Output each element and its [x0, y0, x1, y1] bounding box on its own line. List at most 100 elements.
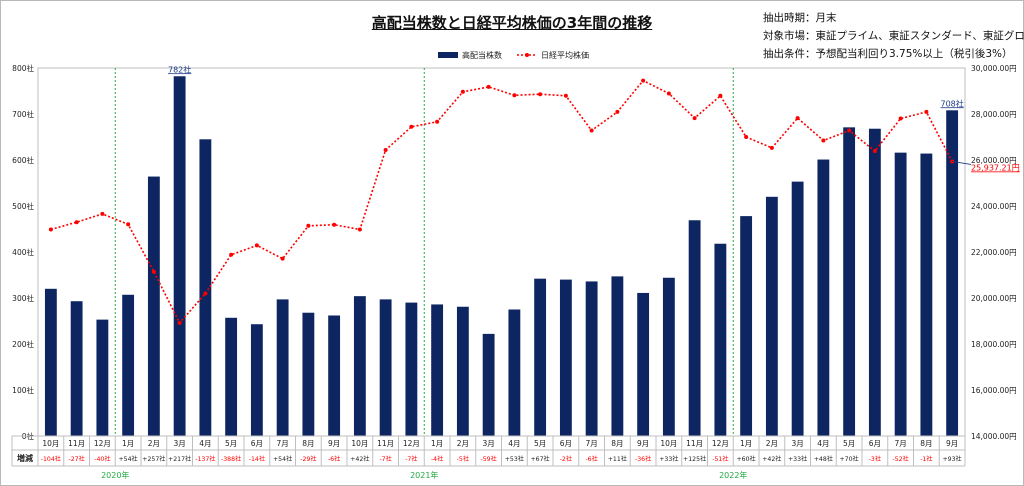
line-point: [641, 78, 646, 83]
category-tick-label: 4月: [199, 439, 211, 448]
increment-label: -104社: [41, 455, 61, 463]
legend-bar-swatch: [438, 52, 458, 58]
info-row-market: 対象市場：東証プライム、東証スタンダード、東証グロース: [763, 27, 1024, 45]
legend-bar-label: 高配当株数: [462, 50, 502, 60]
line-point: [898, 116, 903, 121]
chart-title: 高配当株数と日経平均株価の3年間の推移: [0, 12, 1024, 33]
series-line: [50, 79, 953, 325]
bar: [405, 302, 418, 436]
increment-label: -27社: [68, 455, 84, 463]
line-point: [538, 92, 543, 97]
bar: [662, 277, 675, 436]
increment-label: -40社: [94, 455, 110, 463]
left-axis-tick-label: 300社: [12, 293, 34, 303]
increment-label: +67社: [531, 455, 550, 463]
category-tick-label: 3月: [791, 439, 803, 448]
info-label: 対象市場：: [763, 30, 816, 42]
increment-label: +70社: [840, 455, 859, 463]
bar: [122, 294, 135, 436]
line-point: [847, 128, 852, 133]
line-point: [744, 134, 749, 139]
line-point: [203, 291, 208, 296]
increment-label: +54社: [273, 455, 292, 463]
category-tick-label: 4月: [817, 439, 829, 448]
category-tick-label: 4月: [508, 439, 520, 448]
bar: [843, 127, 856, 436]
increment-label: -7社: [379, 455, 391, 463]
increment-label: +33社: [788, 455, 807, 463]
increment-label: -51社: [712, 455, 728, 463]
category-tick-label: 5月: [225, 439, 237, 448]
left-axis-tick-label: 200社: [12, 339, 34, 349]
bar: [508, 309, 521, 436]
category-tick-label: 11月: [686, 439, 703, 448]
bar: [276, 299, 289, 436]
line-point: [512, 93, 517, 98]
bar: [44, 288, 57, 436]
increment-label: +53社: [505, 455, 524, 463]
right-axis-tick-label: 16,000.00円: [971, 386, 1017, 395]
bar: [894, 152, 907, 436]
increment-label: +48社: [814, 455, 833, 463]
year-label: 2022年: [719, 470, 747, 480]
category-tick-label: 2月: [766, 439, 778, 448]
info-label: 抽出条件：: [763, 48, 816, 60]
line-point: [769, 145, 774, 150]
line-point: [74, 220, 79, 225]
info-row-condition: 抽出条件：予想配当利回り3.75%以上（税引後3%）: [763, 45, 1024, 63]
line-point: [872, 148, 877, 153]
category-tick-label: 3月: [173, 439, 185, 448]
left-axis-tick-label: 500社: [12, 201, 34, 211]
right-axis-tick-label: 14,000.00円: [971, 432, 1017, 441]
last-line-value-label: 25,937.21円: [971, 163, 1020, 172]
legend-line-label: 日経平均株価: [541, 50, 589, 60]
category-tick-label: 10月: [42, 439, 59, 448]
line-point: [100, 211, 105, 216]
info-row-period: 抽出時期：月末: [763, 9, 1024, 27]
line-point: [589, 128, 594, 133]
bar: [585, 281, 598, 436]
bar: [431, 304, 444, 436]
category-tick-label: 1月: [740, 439, 752, 448]
increment-label: -29社: [300, 455, 316, 463]
right-axis-tick-label: 18,000.00円: [971, 340, 1017, 349]
bar: [920, 153, 933, 436]
increment-label: -6社: [328, 455, 340, 463]
info-panel: 抽出時期：月末 対象市場：東証プライム、東証スタンダード、東証グロース 抽出条件…: [763, 9, 1024, 63]
category-tick-label: 10月: [660, 439, 677, 448]
line-point: [48, 227, 53, 232]
bar-annotation: 782社: [168, 64, 191, 74]
bar: [199, 139, 212, 437]
category-tick-label: 8月: [302, 439, 314, 448]
left-axis-tick-label: 800社: [12, 63, 34, 73]
increment-label: -6社: [585, 455, 597, 463]
category-tick-label: 7月: [276, 439, 288, 448]
increment-label: -3社: [869, 455, 881, 463]
category-tick-label: 1月: [122, 439, 134, 448]
category-tick-label: 12月: [94, 439, 111, 448]
increment-label: -52社: [892, 455, 908, 463]
line-point: [460, 89, 465, 94]
line-point: [383, 148, 388, 153]
chart-title-text: 高配当株数と日経平均株価の3年間の推移: [371, 14, 653, 32]
line-point: [821, 138, 826, 143]
category-tick-label: 9月: [328, 439, 340, 448]
increment-label: +33社: [659, 455, 678, 463]
bar: [482, 333, 495, 436]
category-tick-label: 7月: [585, 439, 597, 448]
increment-label: -1社: [920, 455, 932, 463]
bar: [456, 306, 469, 436]
category-tick-label: 6月: [560, 439, 572, 448]
increment-label: +60社: [737, 455, 756, 463]
info-value: 月末: [815, 12, 837, 24]
left-axis-tick-label: 600社: [12, 155, 34, 165]
bar: [791, 181, 804, 436]
increment-label: +93社: [943, 455, 962, 463]
line-point: [254, 243, 259, 248]
increments-header: 増減: [17, 453, 33, 463]
category-tick-label: 11月: [377, 439, 394, 448]
increment-label: +125社: [683, 455, 706, 463]
bar: [302, 312, 315, 436]
increment-label: -7社: [405, 455, 417, 463]
increment-label: -2社: [560, 455, 572, 463]
